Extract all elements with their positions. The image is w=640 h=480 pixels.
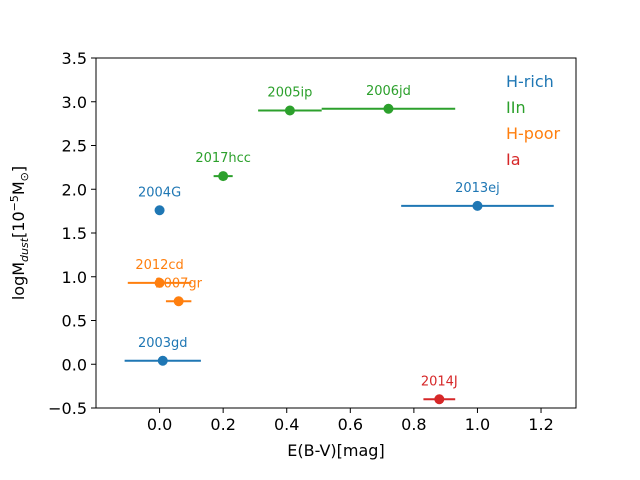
point-label-2006jd: 2006jd (366, 84, 411, 99)
x-tick-label: 0.6 (338, 415, 363, 434)
point-label-2004G: 2004G (138, 185, 181, 200)
point-2006jd (383, 103, 394, 114)
point-label-2012cd: 2012cd (135, 258, 183, 273)
point-2013ej (472, 200, 483, 211)
point-label-2013ej: 2013ej (455, 181, 500, 196)
y-tick-label: 3.5 (62, 49, 87, 68)
legend-entry-iin: IIn (506, 98, 526, 117)
y-axis-label: logMdust[10−5M⊙] (8, 166, 31, 300)
y-tick-label: 2.0 (62, 180, 87, 199)
point-2012cd (154, 277, 165, 288)
plot-frame (95, 57, 577, 409)
legend-entry-h-poor: H-poor (506, 124, 561, 143)
x-axis-label: E(B-V)[mag] (287, 441, 384, 460)
error-bars (124, 107, 554, 401)
point-label-2005ip: 2005ip (267, 86, 312, 101)
point-label-2017hcc: 2017hcc (195, 151, 251, 166)
data-points (154, 103, 483, 405)
point-2017hcc (218, 171, 229, 182)
y-tick-label: −0.5 (48, 399, 87, 418)
legend-entry-h-rich: H-rich (506, 72, 554, 91)
point-2005ip (284, 105, 295, 116)
legend-entry-ia: Ia (506, 150, 521, 169)
y-tick-label: 3.0 (62, 93, 87, 112)
y-tick-label: 1.5 (62, 224, 87, 243)
x-tick-label: 0.4 (274, 415, 299, 434)
point-labels: 2003gd 2004G 2013ej 2017hcc 2005ip 2006jd 2012… (135, 84, 499, 390)
x-tick-label: 0.8 (401, 415, 426, 434)
legend: H-rich IIn H-poor Ia (506, 72, 561, 169)
y-tick-label: 2.5 (62, 137, 87, 156)
point-2003gd (157, 355, 168, 366)
point-2004G (154, 205, 165, 216)
point-2014J (434, 394, 445, 405)
x-tick-label: 0.0 (147, 415, 172, 434)
point-label-2007gr: 2007gr (155, 276, 202, 291)
point-label-2003gd: 2003gd (138, 336, 188, 351)
y-tick-label: 0.5 (62, 312, 87, 331)
ticks: 0.0 0.2 0.4 0.6 0.8 1.0 1.2 −0.5 0.0 0.5 1.0 1.5 2.0… (48, 49, 554, 434)
y-tick-label: 0.0 (62, 355, 87, 374)
y-tick-label: 1.0 (62, 268, 87, 287)
x-tick-label: 1.2 (528, 415, 553, 434)
point-2007gr (173, 296, 184, 307)
point-label-2014J: 2014J (421, 374, 458, 389)
x-tick-label: 0.2 (210, 415, 235, 434)
x-tick-label: 1.0 (465, 415, 490, 434)
